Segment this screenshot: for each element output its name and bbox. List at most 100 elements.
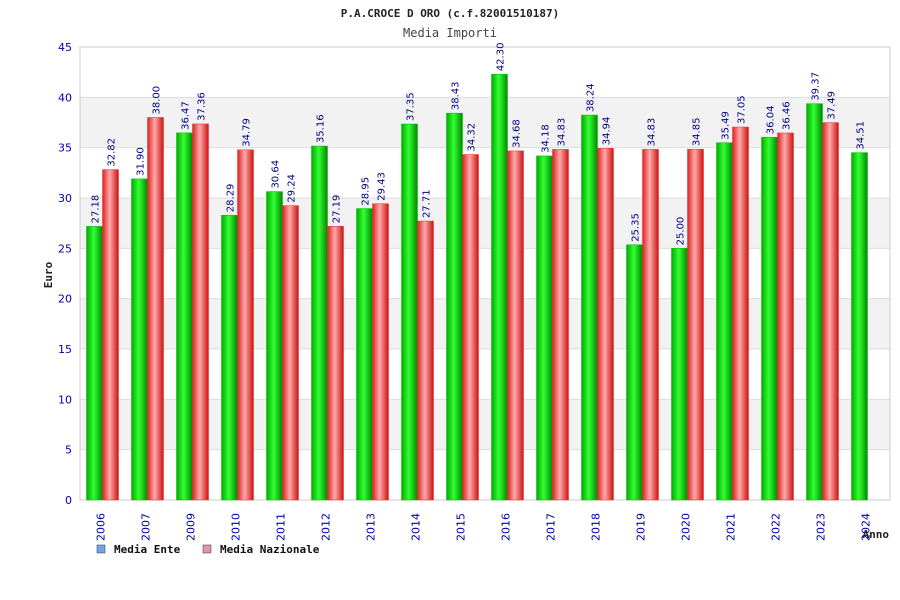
bar-media-ente — [266, 191, 283, 501]
x-tick-label: 2019 — [635, 513, 648, 541]
legend-swatch-media-nazionale — [202, 544, 212, 554]
x-tick-label: 2014 — [410, 513, 423, 541]
bar-media-nazionale — [417, 220, 434, 501]
data-label: 35.49 — [721, 111, 732, 140]
y-tick-label: 15 — [58, 343, 72, 356]
chart-subtitle: Media Importi — [403, 26, 497, 40]
grid-band — [80, 349, 890, 400]
bar-media-ente — [806, 103, 823, 501]
x-tick-label: 2021 — [725, 513, 738, 541]
data-label: 29.24 — [287, 174, 298, 203]
bar-media-ente — [131, 178, 148, 501]
bar-media-nazionale — [282, 205, 299, 501]
data-labels: 27.18 32.82 31.90 38.00 36.47 37.36 28.29 34.79… — [91, 43, 867, 246]
x-tick-label: 2010 — [230, 513, 243, 541]
x-tick-label: 2009 — [185, 513, 198, 541]
grid — [79, 46, 891, 501]
data-label: 25.35 — [631, 213, 642, 242]
data-label: 42.30 — [496, 43, 507, 72]
bar-media-ente — [761, 136, 778, 501]
data-label: 37.49 — [827, 91, 838, 120]
x-tick-label: 2012 — [320, 513, 333, 541]
plot-border — [79, 46, 891, 501]
grid-band — [80, 97, 890, 148]
x-tick-label: 2017 — [545, 513, 558, 541]
data-label: 34.79 — [242, 118, 253, 147]
bar-media-nazionale — [327, 226, 344, 501]
y-tick-label: 5 — [65, 444, 72, 457]
y-axis-label: Euro — [42, 261, 55, 288]
bar-media-ente — [221, 214, 238, 501]
data-label: 28.29 — [226, 184, 237, 213]
bar-media-nazionale — [237, 149, 254, 501]
data-label: 34.83 — [647, 118, 658, 147]
chart-title: P.A.CROCE D ORO (c.f.82001510187) — [341, 7, 560, 20]
bar-media-nazionale — [822, 122, 839, 501]
data-label: 39.37 — [811, 72, 822, 101]
grid-band — [80, 198, 890, 249]
y-axis-ticks: 0 5 10 15 20 25 30 35 40 45 — [58, 41, 72, 507]
data-label: 27.71 — [422, 189, 433, 218]
bar-media-ente — [671, 248, 688, 501]
data-label: 28.95 — [361, 177, 372, 206]
bar-media-ente — [86, 226, 103, 501]
grid-band — [80, 449, 890, 500]
grid-band — [80, 298, 890, 349]
data-label: 36.04 — [766, 106, 777, 135]
x-tick-label: 2011 — [275, 513, 288, 541]
bar-media-nazionale — [642, 149, 659, 501]
bar-media-nazionale — [552, 149, 569, 501]
data-label: 29.43 — [377, 172, 388, 201]
x-tick-label: 2023 — [815, 513, 828, 541]
x-tick-label: 2018 — [590, 513, 603, 541]
y-tick-label: 30 — [58, 192, 72, 205]
data-label: 36.47 — [181, 101, 192, 130]
data-label: 36.46 — [782, 101, 793, 130]
x-tick-label: 2024 — [860, 513, 873, 541]
bar-media-nazionale — [192, 123, 209, 501]
grid-band — [80, 399, 890, 450]
data-label: 30.64 — [271, 160, 282, 189]
bar-media-ente — [536, 155, 553, 501]
x-axis-label: Anno — [863, 528, 890, 541]
bar-media-ente — [491, 73, 508, 501]
data-label: 35.16 — [316, 114, 327, 143]
bar-media-nazionale — [102, 169, 119, 501]
bar-media-ente — [446, 112, 463, 501]
y-tick-label: 0 — [65, 494, 72, 507]
x-tick-label: 2020 — [680, 513, 693, 541]
data-label: 25.00 — [676, 217, 687, 246]
data-label: 38.43 — [451, 81, 462, 110]
data-label: 38.24 — [586, 83, 597, 112]
data-label: 34.83 — [557, 118, 568, 147]
x-tick-label: 2006 — [95, 513, 108, 541]
x-tick-label: 2015 — [455, 513, 468, 541]
bar-media-ente — [176, 132, 193, 501]
data-label: 34.94 — [602, 117, 613, 146]
bar-media-ente — [851, 152, 868, 501]
grid-band — [80, 47, 890, 98]
legend-label-media-ente: Media Ente — [114, 543, 181, 556]
bar-media-ente — [401, 123, 418, 501]
bar-media-ente — [311, 145, 328, 501]
data-label: 34.32 — [467, 123, 478, 152]
data-label: 34.51 — [856, 121, 867, 150]
x-tick-label: 2013 — [365, 513, 378, 541]
y-tick-label: 25 — [58, 242, 72, 255]
data-label: 37.35 — [406, 92, 417, 121]
bar-media-nazionale — [462, 154, 479, 501]
y-tick-label: 20 — [58, 293, 72, 306]
legend-label-media-nazionale: Media Nazionale — [220, 543, 320, 556]
data-label: 37.36 — [197, 92, 208, 121]
bar-media-nazionale — [687, 148, 704, 501]
bar-media-nazionale — [777, 132, 794, 501]
bar-media-ente — [626, 244, 643, 501]
bar-media-nazionale — [507, 150, 524, 501]
data-label: 32.82 — [107, 138, 118, 167]
y-tick-label: 35 — [58, 142, 72, 155]
legend: Media Ente Media Nazionale — [96, 543, 320, 556]
data-label: 37.05 — [737, 95, 748, 124]
data-label: 34.18 — [541, 124, 552, 153]
y-tick-label: 10 — [58, 393, 72, 406]
